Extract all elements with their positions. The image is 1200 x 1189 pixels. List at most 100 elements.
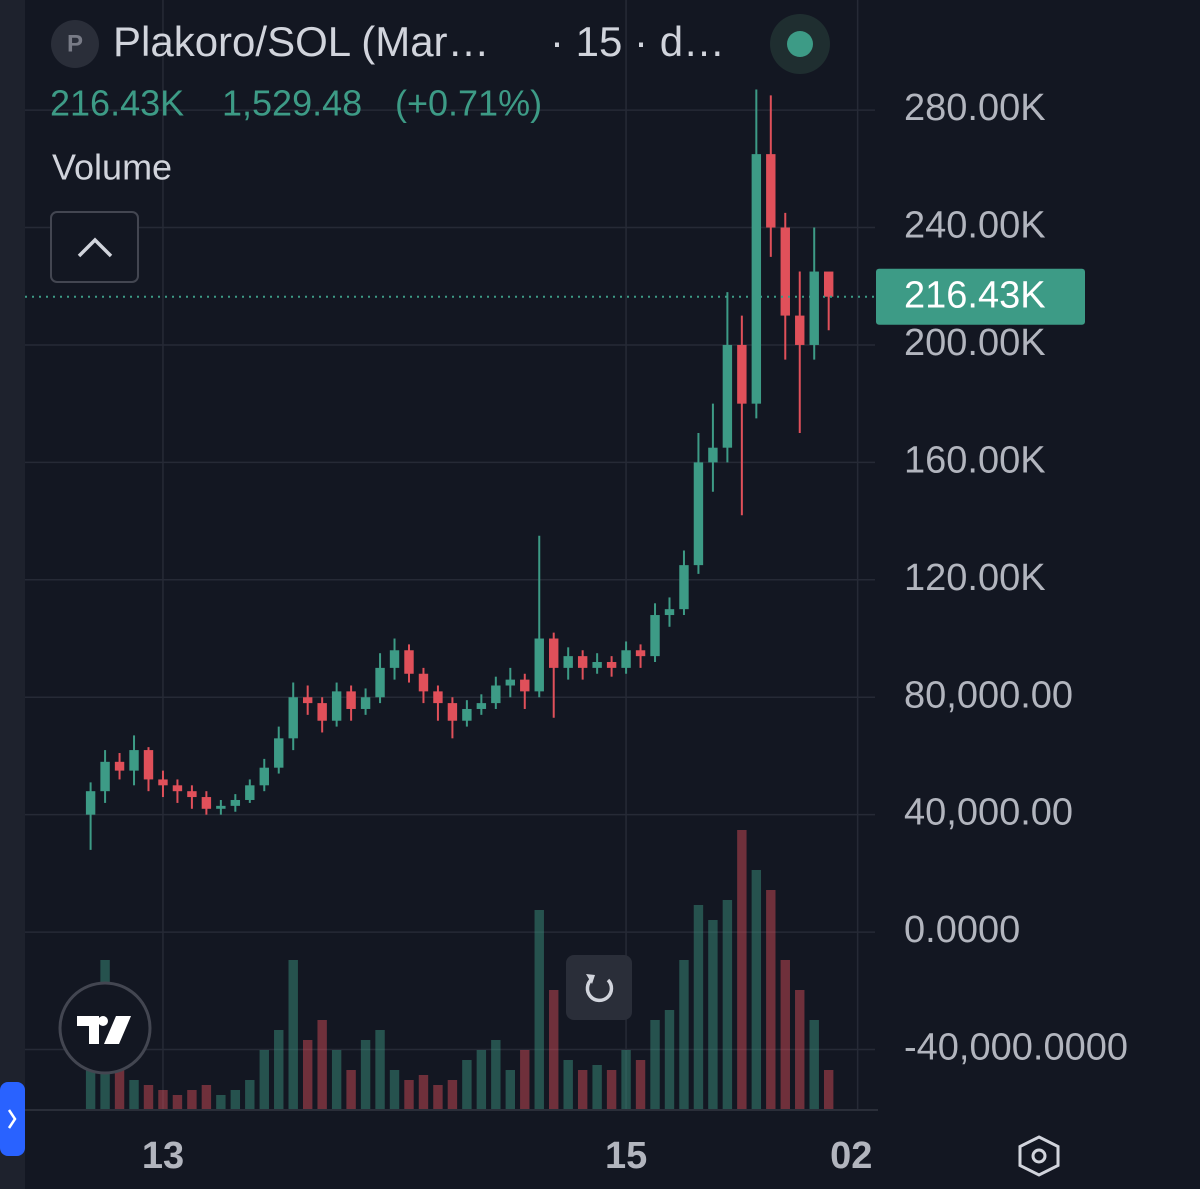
volume-bar (216, 1095, 226, 1110)
candle-body (143, 750, 154, 780)
interval[interactable]: · 15 · d… (550, 18, 725, 65)
volume-bar (288, 960, 298, 1110)
volume-bar (722, 900, 733, 1110)
legend-last: 216.43K (50, 83, 184, 124)
volume-bar (187, 1090, 197, 1110)
last-price-tag (876, 268, 1085, 325)
volume-bar (549, 990, 559, 1110)
volume-bar (302, 1040, 313, 1110)
candle-body (606, 662, 617, 668)
candle-body (245, 785, 255, 800)
candle-body (563, 656, 573, 668)
candle-body (751, 154, 762, 404)
volume-bar (274, 1030, 284, 1110)
volume-bar (534, 910, 544, 1110)
volume-bar (809, 1020, 819, 1110)
volume-bar (447, 1080, 458, 1110)
candle-body (650, 615, 660, 657)
y-tick-label: 280.00K (904, 87, 1046, 129)
volume-bar (331, 1050, 342, 1110)
y-tick-label: 0.0000 (904, 909, 1020, 951)
candle-body (346, 691, 356, 709)
candle-body (360, 697, 371, 709)
candle-body (85, 791, 96, 815)
y-tick-label: 80,000.00 (904, 674, 1073, 716)
volume-bar (577, 1070, 588, 1110)
settings-icon[interactable] (1018, 1135, 1060, 1177)
candle-body (679, 565, 689, 610)
candle-body (809, 271, 819, 345)
candle-body (288, 697, 298, 739)
legend-change: 1,529.48 (222, 83, 362, 124)
volume-bar (751, 870, 762, 1110)
candle-body (418, 673, 429, 692)
volume-bar (679, 960, 689, 1110)
volume-bar (230, 1090, 241, 1110)
candle-body (737, 344, 747, 404)
tv-logo-mark (77, 1016, 131, 1044)
candle-body (708, 447, 718, 463)
candle-body (375, 667, 385, 698)
x-tick-label: 02: (830, 1135, 885, 1177)
candle-body (520, 679, 530, 692)
x-tick-label: 15 (605, 1135, 647, 1177)
candle-body (259, 767, 269, 786)
side-tab[interactable] (0, 1082, 25, 1156)
candle-body (317, 703, 327, 721)
reset-button[interactable] (566, 955, 632, 1020)
symbol-icon (51, 20, 99, 68)
volume-bar (201, 1085, 212, 1110)
candle-body (404, 650, 414, 674)
candle-body (100, 761, 110, 792)
volume-bar (592, 1065, 602, 1110)
side-tab-icon (7, 1109, 17, 1129)
candle-body (433, 691, 443, 704)
candle-body (549, 638, 559, 668)
volume-bar (114, 1070, 125, 1110)
candle-body (447, 703, 458, 721)
volume-bar (823, 1070, 834, 1110)
y-tick-label: 160.00K (904, 439, 1046, 481)
candle-body (389, 650, 400, 668)
volume-bar (505, 1070, 516, 1110)
collapse-button[interactable] (50, 211, 139, 283)
tv-logo-dot (98, 1016, 108, 1026)
volume-bar (375, 1030, 385, 1110)
y-tick-label: -40,000.0000 (904, 1027, 1128, 1069)
candle-body (302, 697, 313, 704)
candle-body (491, 685, 501, 704)
candle-body (114, 761, 125, 771)
candle-body (534, 638, 544, 692)
candle-body (230, 799, 241, 806)
volume-bar (143, 1085, 154, 1110)
candle-body (216, 805, 226, 809)
candle-body (505, 679, 516, 686)
tv-logo[interactable] (58, 981, 152, 1075)
volume-bar (462, 1060, 472, 1110)
volume-bar (491, 1040, 501, 1110)
volume-bar (129, 1080, 139, 1110)
symbol-icon-letter: P (67, 30, 83, 57)
y-tick-label: 200.00K (904, 322, 1046, 364)
volume-bar (389, 1070, 400, 1110)
volume-bar (766, 890, 776, 1110)
candle-body (693, 462, 704, 566)
x-tick-label: 13 (142, 1135, 184, 1177)
volume-bar (635, 1060, 646, 1110)
volume-bar (708, 920, 718, 1110)
candle-body (635, 650, 646, 657)
y-tick-label: 120.00K (904, 557, 1046, 599)
symbol-title[interactable]: Plakoro/SOL (Mar… (113, 18, 490, 65)
candle-body (274, 738, 284, 768)
volume-bar (259, 1050, 269, 1110)
candle-body (766, 154, 776, 228)
y-tick-label: 40,000.00 (904, 792, 1073, 834)
volume-bar (520, 1050, 530, 1110)
volume-bar (317, 1020, 327, 1110)
reset-icon (585, 977, 614, 1003)
candle-body (187, 791, 197, 798)
volume-bar (476, 1050, 487, 1110)
overlay: 216.43K (25, 268, 1085, 325)
volume-bar (780, 960, 790, 1110)
